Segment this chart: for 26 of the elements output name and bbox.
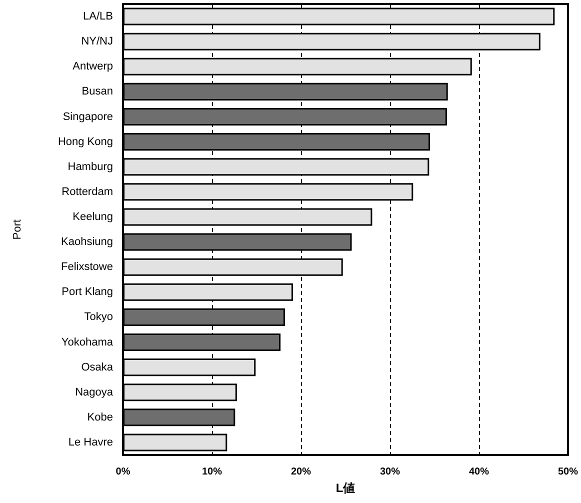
x-tick-label: 20%: [290, 466, 312, 478]
y-tick-label: Hamburg: [68, 160, 113, 173]
y-tick-label: Singapore: [62, 110, 113, 123]
y-tick-label: Tokyo: [84, 311, 113, 324]
y-tick-label: Rotterdam: [62, 186, 113, 198]
y-tick-label: Keelung: [72, 210, 113, 223]
x-axis-title: L値: [336, 480, 356, 495]
y-tick-label: Kobe: [87, 411, 113, 424]
y-tick-label: Port Klang: [62, 286, 113, 298]
y-tick-label: Kaohsiung: [61, 236, 113, 248]
x-tick-label: 0%: [116, 466, 130, 478]
y-tick-label: Nagoya: [75, 386, 114, 398]
y-tick-label: Antwerp: [72, 60, 113, 73]
x-tick-label: 50%: [558, 466, 578, 478]
x-tick-label: 40%: [468, 466, 490, 478]
y-axis-title: Port: [12, 219, 24, 240]
x-tick-label: 10%: [202, 466, 222, 478]
y-tick-label: NY/NJ: [81, 36, 113, 48]
y-tick-label: Busan: [82, 86, 113, 98]
y-tick-label: Yokohama: [61, 336, 114, 348]
y-tick-label: Le Havre: [68, 436, 113, 448]
y-tick-label: Osaka: [81, 361, 114, 374]
y-tick-label: Felixstowe: [61, 261, 113, 274]
y-tick-label: Hong Kong: [58, 136, 113, 148]
x-tick-label: 30%: [380, 466, 400, 478]
y-tick-label: LA/LB: [83, 10, 113, 23]
